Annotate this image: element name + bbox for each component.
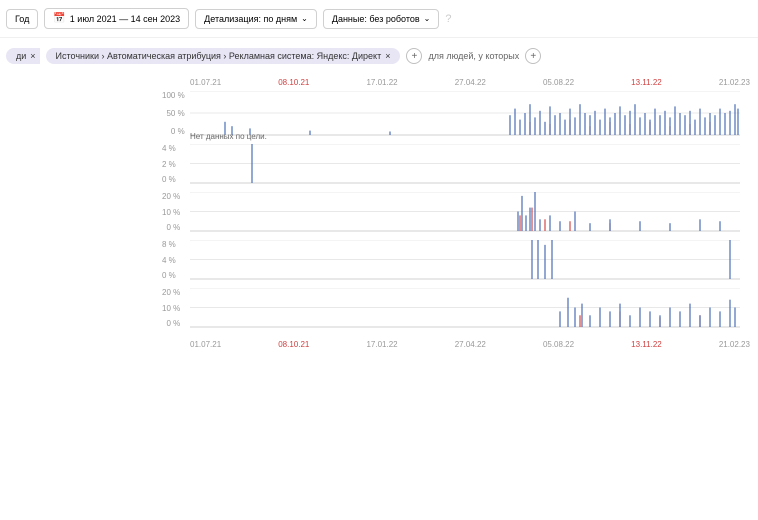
chart-area: 01.07.21 08.10.21 17.01.22 27.04.22 05.08.22… [0, 74, 758, 353]
chart-row: 4 %2 %0 %Нет данных по цели. [190, 144, 750, 184]
chart-chart5 [190, 288, 740, 328]
filter-tag-source[interactable]: Источники › Автоматическая атрибуция › Р… [46, 48, 401, 64]
add-people-filter-button[interactable]: + [525, 48, 541, 64]
data-label: Данные: без роботов [332, 14, 420, 24]
y-axis-labels: 20 %10 %0 % [162, 288, 180, 328]
y-axis-labels: 4 %2 %0 % [162, 144, 176, 184]
axis-date-label: 13.11.22 [631, 340, 662, 349]
no-data-message: Нет данных по цели. [190, 132, 267, 141]
chart-row: 100 %50 %0 % [190, 91, 750, 136]
data-button[interactable]: Данные: без роботов ⌄ [323, 9, 440, 29]
detail-label: Детализация: по дням [204, 14, 297, 24]
chart-chart4 [190, 240, 740, 280]
filter-hint-text: для людей, у которых [428, 51, 519, 61]
close-icon[interactable]: × [30, 51, 35, 61]
period-label: Год [15, 14, 29, 24]
chart-chart2 [190, 144, 740, 184]
period-button[interactable]: Год [6, 9, 38, 29]
chart-chart3 [190, 192, 740, 232]
axis-date-label: 17.01.22 [366, 340, 397, 349]
chevron-down-icon: ⌄ [424, 14, 431, 23]
filter-row: ди × Источники › Автоматическая атрибуци… [0, 38, 758, 74]
y-axis-labels: 100 %50 %0 % [162, 91, 185, 136]
chart-row: 20 %10 %0 % [190, 192, 750, 232]
axis-date-label: 27.04.22 [455, 78, 486, 87]
toolbar: Год 📅 1 июл 2021 — 14 сен 2023 Детализац… [0, 0, 758, 38]
axis-date-label: 05.08.22 [543, 78, 574, 87]
axis-date-label: 17.01.22 [366, 78, 397, 87]
date-axis-bottom: 01.07.21 08.10.21 17.01.22 27.04.22 05.08.22… [190, 336, 750, 353]
axis-date-label: 05.08.22 [543, 340, 574, 349]
add-filter-button[interactable]: + [406, 48, 422, 64]
axis-date-label: 01.07.21 [190, 78, 221, 87]
chart-row: 20 %10 %0 % [190, 288, 750, 328]
filter-tag-partial[interactable]: ди × [6, 48, 40, 64]
close-icon[interactable]: × [385, 51, 390, 61]
axis-date-label: 08.10.21 [278, 78, 309, 87]
date-axis-top: 01.07.21 08.10.21 17.01.22 27.04.22 05.08.22… [190, 74, 750, 91]
date-range-label: 1 июл 2021 — 14 сен 2023 [70, 14, 180, 24]
y-axis-labels: 20 %10 %0 % [162, 192, 180, 232]
chevron-down-icon: ⌄ [301, 14, 308, 23]
axis-date-label: 21.02.23 [719, 340, 750, 349]
chart-row: 8 %4 %0 % [190, 240, 750, 280]
help-icon[interactable]: ? [445, 13, 451, 25]
date-range-button[interactable]: 📅 1 июл 2021 — 14 сен 2023 [44, 8, 189, 29]
axis-date-label: 01.07.21 [190, 340, 221, 349]
y-axis-labels: 8 %4 %0 % [162, 240, 176, 280]
axis-date-label: 08.10.21 [278, 340, 309, 349]
calendar-icon: 📅 [53, 13, 65, 24]
axis-date-label: 27.04.22 [455, 340, 486, 349]
axis-date-label: 21.02.23 [719, 78, 750, 87]
detail-button[interactable]: Детализация: по дням ⌄ [195, 9, 317, 29]
axis-date-label: 13.11.22 [631, 78, 662, 87]
chart-chart1 [190, 91, 740, 136]
